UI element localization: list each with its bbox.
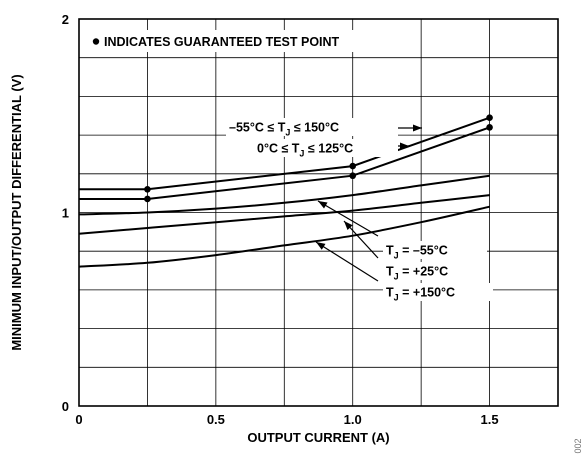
- markers: [144, 114, 493, 203]
- series-label-box: [383, 241, 487, 259]
- test-point-marker: [349, 172, 357, 180]
- series-line-1: [79, 126, 490, 200]
- x-tick-label: 0: [75, 412, 82, 427]
- x-axis-title: OUTPUT CURRENT (A): [247, 430, 389, 445]
- x-tick-label: 1.5: [481, 412, 499, 427]
- legend-note-dot: [92, 38, 100, 45]
- series-line-0: [79, 116, 490, 191]
- series-line-2: [78, 174, 490, 216]
- label-arrow-head: [316, 242, 326, 250]
- series-label-2: TJ = –55°C: [386, 244, 448, 261]
- curves: [78, 116, 490, 268]
- y-tick-label: 0: [62, 399, 69, 414]
- label-arrow-line: [315, 241, 379, 282]
- label-arrow-line: [317, 200, 379, 237]
- series-label-3: TJ = +25°C: [386, 265, 448, 282]
- test-point-marker: [486, 124, 493, 131]
- series-line-4: [78, 205, 490, 268]
- legend-note-box: [84, 30, 416, 52]
- plot-frame: [78, 18, 559, 407]
- series-label-0: –55°C ≤ TJ ≤ 150°C: [229, 121, 339, 138]
- x-tick-label: 0.5: [207, 412, 225, 427]
- y-axis-title: MINIMUM INPUT/OUTPUT DIFFERENTIAL (V): [9, 74, 24, 350]
- label-arrow-head: [318, 201, 328, 209]
- series-label-4: TJ = +150°C: [386, 286, 455, 303]
- tick-labels: 0 0.5 1.0 1.5 0 1 2: [62, 12, 499, 427]
- series-label-box: [383, 283, 493, 301]
- label-arrow-head: [344, 221, 353, 230]
- series-label-box: [226, 118, 398, 136]
- series-labels: –55°C ≤ TJ ≤ 150°C 0°C ≤ TJ ≤ 125°C TJ = –…: [226, 118, 493, 303]
- label-arrow-head: [400, 142, 409, 150]
- test-point-marker: [144, 195, 151, 203]
- label-arrow-head: [413, 124, 422, 132]
- legend-note-text: INDICATES GUARANTEED TEST POINT: [104, 35, 340, 49]
- test-point-marker: [144, 185, 151, 193]
- series-line-3: [78, 194, 490, 235]
- test-point-marker: [486, 114, 493, 121]
- y-tick-label: 2: [62, 12, 69, 27]
- y-tick-label: 1: [62, 206, 69, 221]
- figure-code: 002: [573, 438, 583, 453]
- series-label-1: 0°C ≤ TJ ≤ 125°C: [257, 142, 353, 159]
- series-label-box: [254, 139, 398, 157]
- test-point-marker: [349, 162, 357, 170]
- series-label-box: [383, 262, 487, 280]
- x-tick-label: 1.0: [344, 412, 362, 427]
